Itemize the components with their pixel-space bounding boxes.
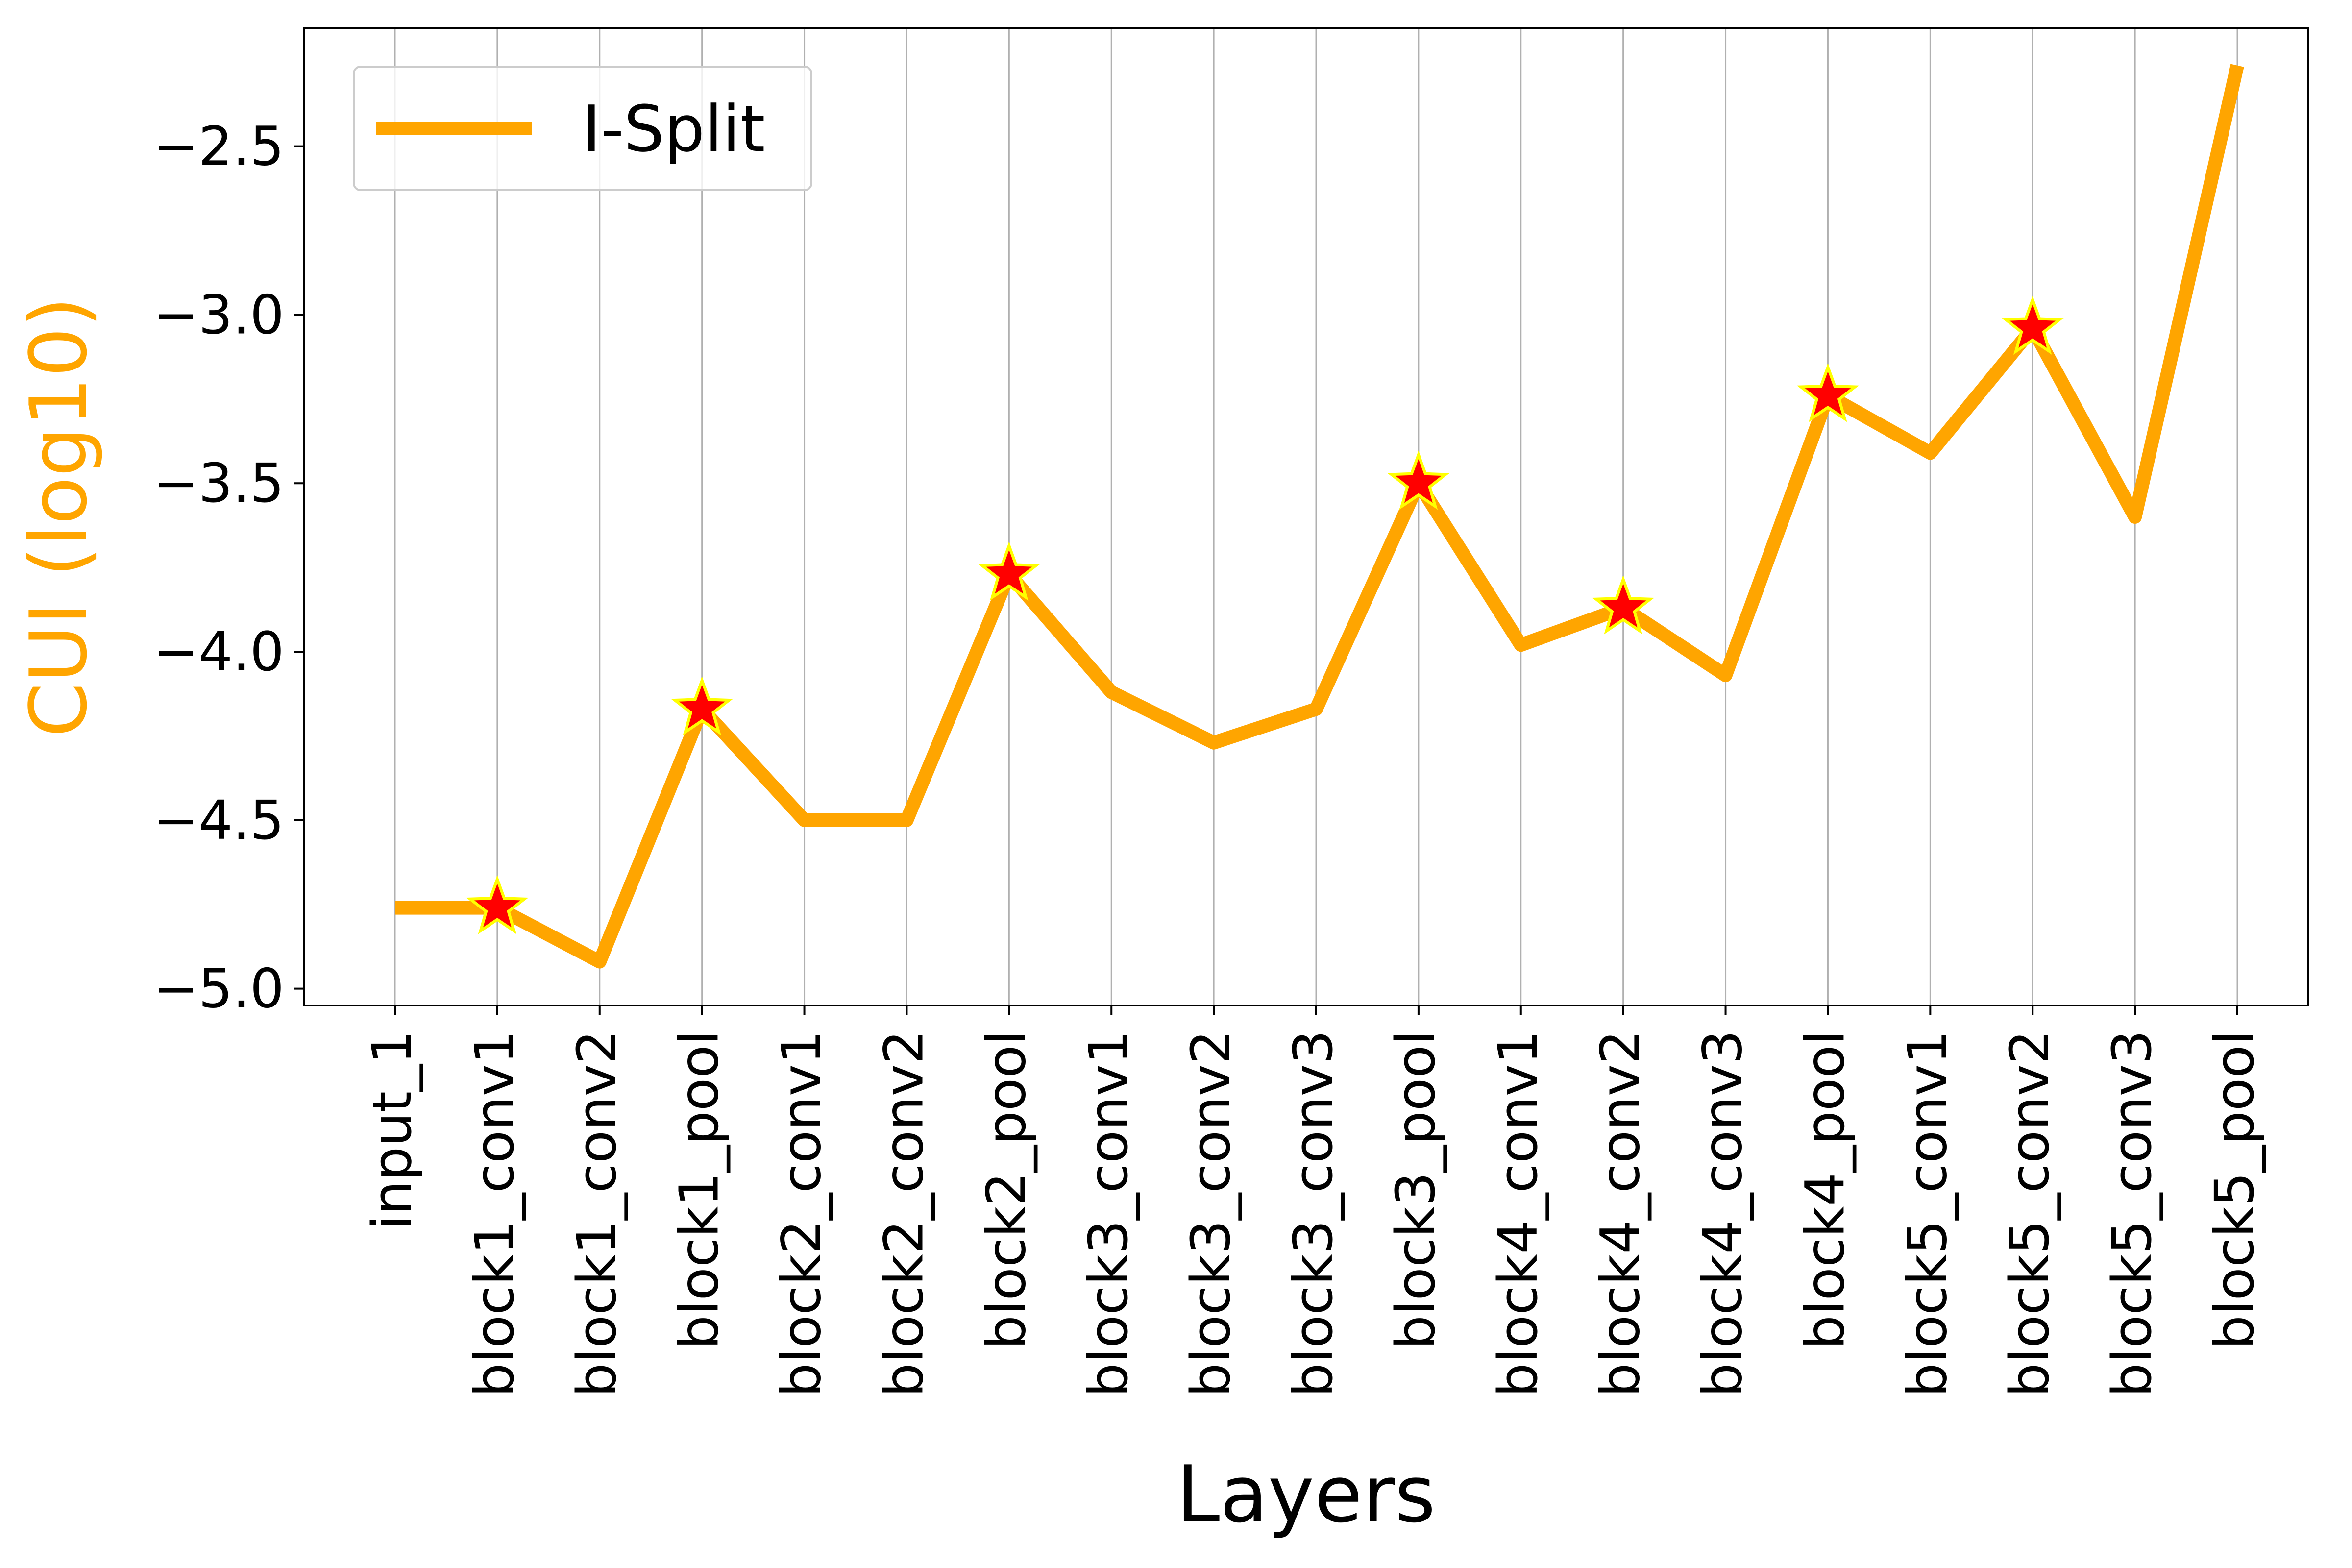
y-tick-label-0: −2.5 <box>153 115 284 178</box>
x-tick-label-block2-conv1: block2_conv1 <box>770 1030 833 1397</box>
star-marker-block1-pool <box>671 676 734 735</box>
x-axis-title: Layers <box>1176 1448 1435 1540</box>
plot-frame <box>303 27 2309 1006</box>
x-tick-label-block1-pool: block1_pool <box>668 1030 731 1349</box>
star-marker-block5-conv2 <box>2001 295 2064 355</box>
x-tick-label-block1-conv2: block1_conv2 <box>565 1030 628 1397</box>
x-tick-label-block5-conv2: block5_conv2 <box>1998 1030 2061 1397</box>
x-tick-label-block2-conv2: block2_conv2 <box>872 1030 935 1397</box>
x-tick-label-block4-conv3: block4_conv3 <box>1691 1030 1754 1397</box>
x-tick-label-block3-conv2: block3_conv2 <box>1179 1030 1242 1397</box>
vertical-gridlines <box>394 28 2238 1005</box>
legend-label-i-split: I-Split <box>582 92 765 166</box>
y-tick-label-3: −4.0 <box>153 620 284 683</box>
star-marker-block2-pool <box>978 541 1040 601</box>
x-tick-label-block5-conv1: block5_conv1 <box>1896 1030 1959 1397</box>
x-tick-label-block3-conv3: block3_conv3 <box>1282 1030 1345 1397</box>
x-tick-label-block5-pool: block5_pool <box>2203 1030 2266 1349</box>
y-tick-label-2: −3.5 <box>153 452 284 514</box>
x-axis-ticks: input_1 block1_conv1 block1_conv2 block1_po… <box>361 1005 2266 1397</box>
x-tick-label-block3-conv1: block3_conv1 <box>1077 1030 1140 1397</box>
star-marker-layer <box>466 295 2064 934</box>
star-marker-block1-conv1 <box>466 875 529 934</box>
x-tick-label-block5-conv3: block5_conv3 <box>2101 1030 2163 1397</box>
y-tick-label-5: −5.0 <box>153 957 284 1020</box>
star-marker-block3-pool <box>1387 450 1450 510</box>
x-tick-label-block1-conv1: block1_conv1 <box>463 1030 526 1397</box>
y-tick-label-1: −3.0 <box>153 283 284 346</box>
y-axis-ticks: −2.5 −3.0 −3.5 −4.0 −4.5 −5.0 <box>153 115 304 1020</box>
x-tick-label-block4-conv1: block4_conv1 <box>1487 1030 1549 1397</box>
star-marker-block4-conv2 <box>1592 575 1655 635</box>
x-tick-label-block4-pool: block4_pool <box>1793 1030 1856 1349</box>
star-marker-block4-pool <box>1796 363 1859 422</box>
legend: I-Split <box>353 66 812 191</box>
y-axis-title: CUI (log10) <box>13 296 104 737</box>
x-tick-label-block4-conv2: block4_conv2 <box>1589 1030 1652 1397</box>
x-tick-label-block2-pool: block2_pool <box>975 1030 1037 1349</box>
x-tick-label-input-1: input_1 <box>361 1030 423 1230</box>
legend-box <box>353 66 812 191</box>
y-tick-label-4: −4.5 <box>153 789 284 852</box>
x-tick-label-block3-pool: block3_pool <box>1384 1030 1447 1349</box>
